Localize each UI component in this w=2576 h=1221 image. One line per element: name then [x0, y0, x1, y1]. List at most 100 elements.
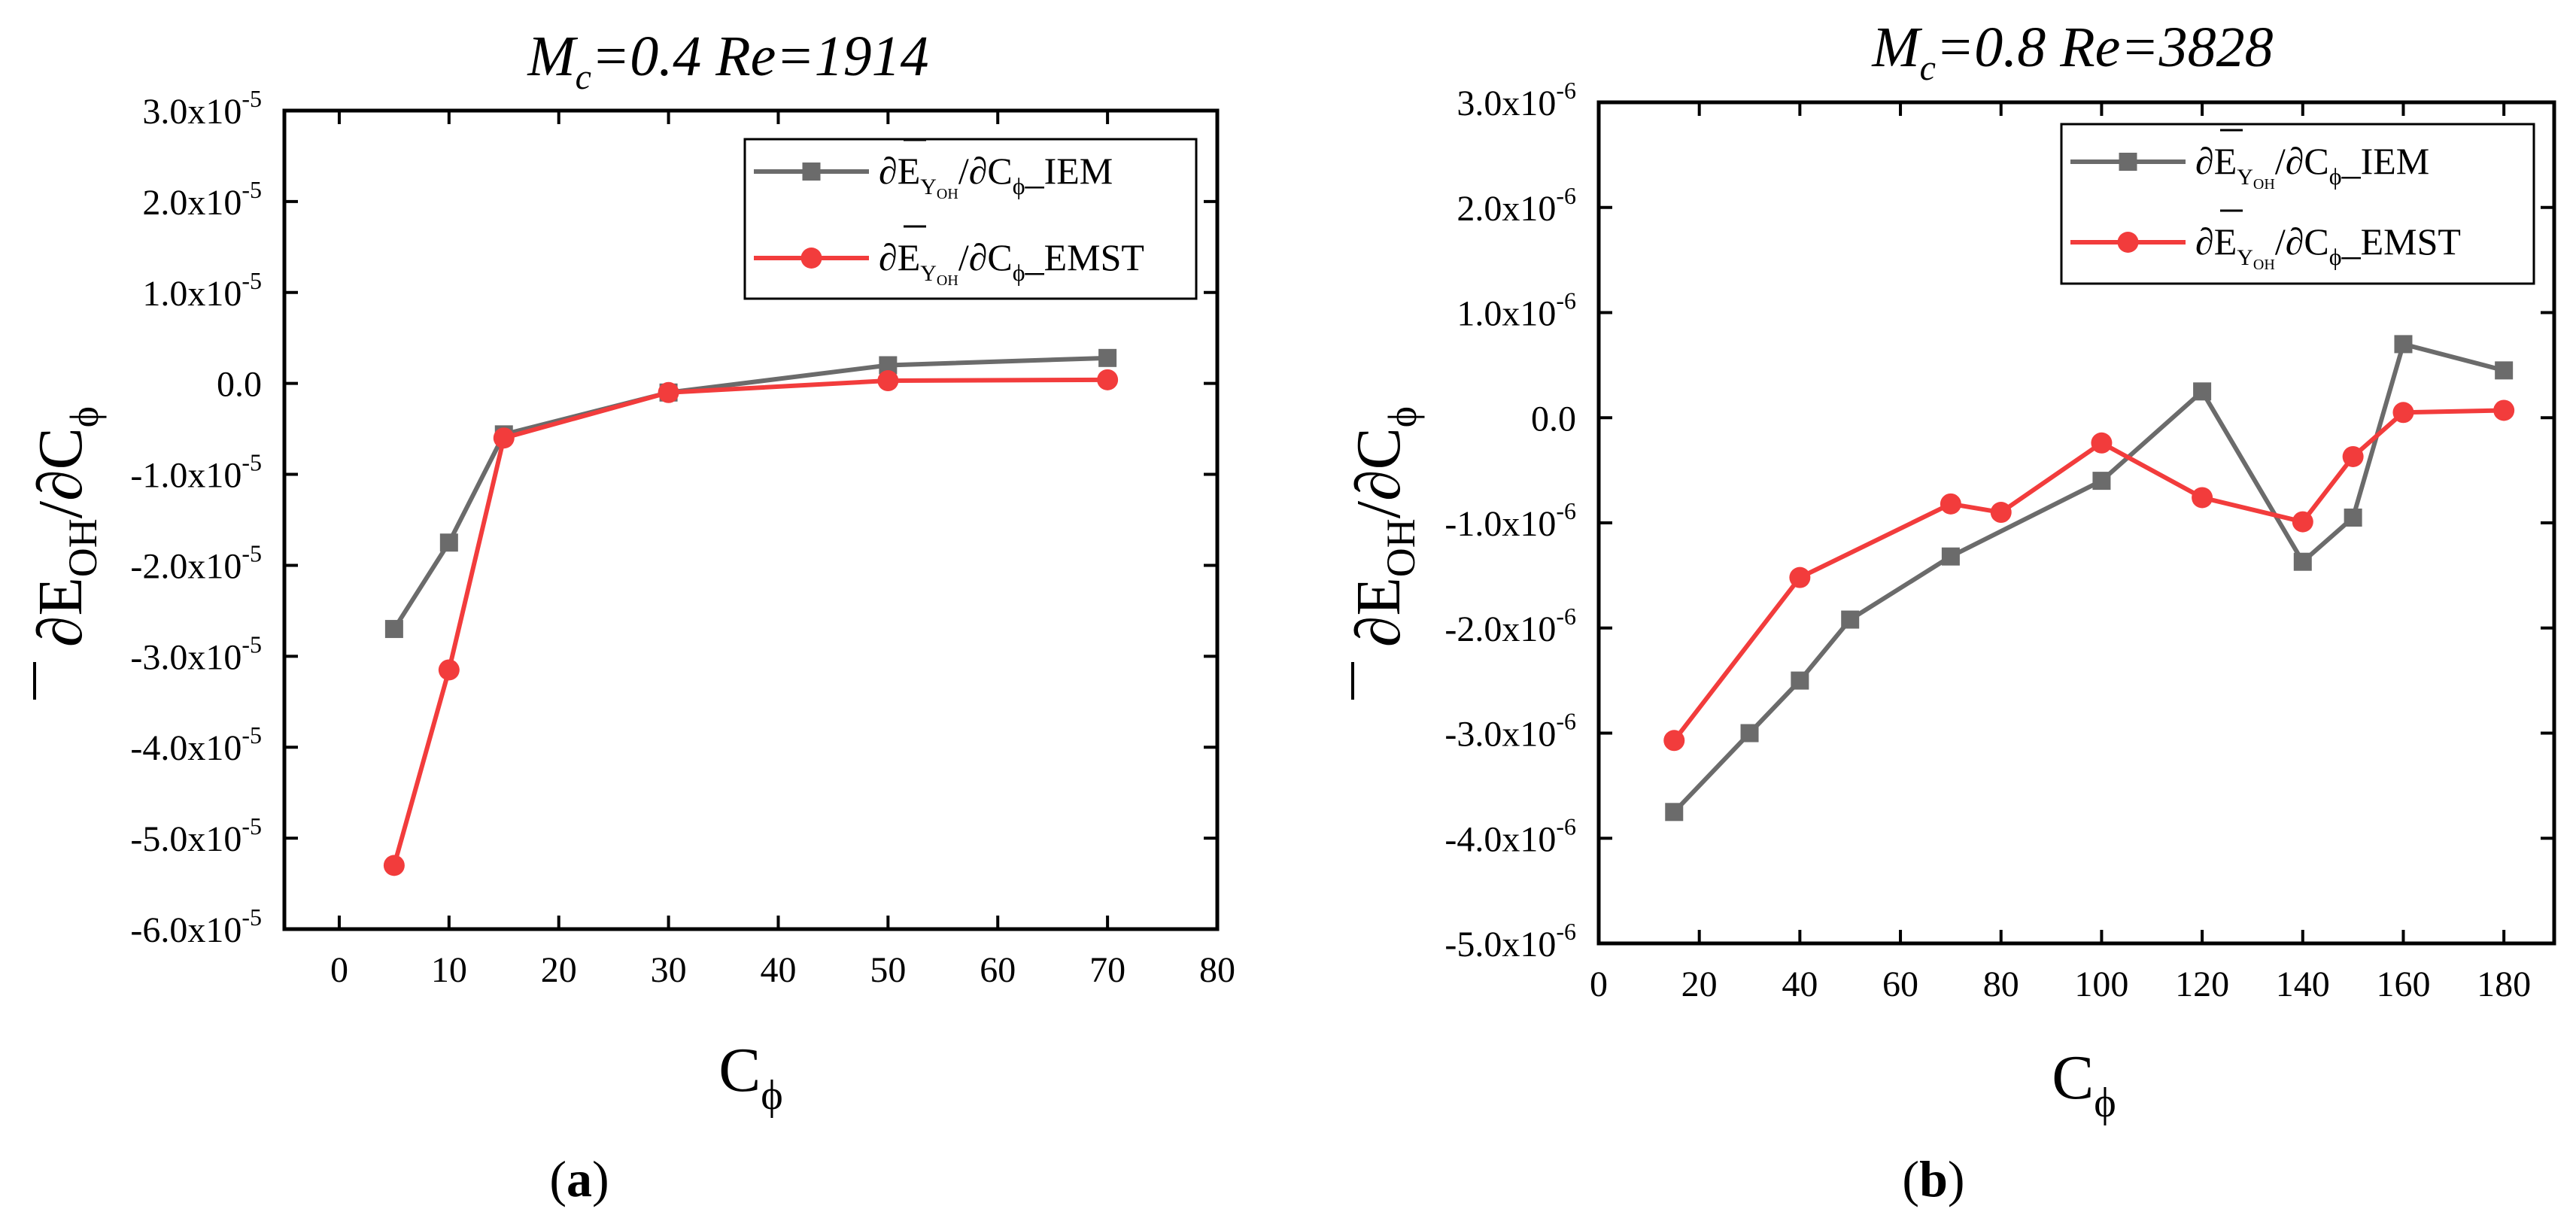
chart-b-legend-marker-iem	[2119, 153, 2137, 171]
chart-b-legend-label-iem: ∂EYOH/∂Cϕ_IEM	[2195, 140, 2429, 193]
chart-b-y-tick-label: -1.0x10-6	[1444, 497, 1576, 544]
y-tick-mantissa: 3.0x10	[1457, 84, 1556, 123]
panel-paren: (	[1902, 1150, 1919, 1207]
legend-part: ∂E	[879, 150, 920, 192]
chart-a-x-tick-label: 60	[980, 950, 1016, 990]
chart-b-x-tick-label: 60	[1882, 964, 1918, 1004]
y-tick-exponent: -6	[1556, 812, 1576, 840]
y-tick-mantissa: -2.0x10	[130, 546, 242, 586]
y-tick-mantissa: -1.0x10	[130, 456, 242, 496]
chart-b-series-emst-line	[1672, 408, 2505, 743]
legend-sub: ϕ	[1013, 259, 1025, 286]
chart-b-x-tick-label: 180	[2477, 964, 2531, 1004]
y-tick-exponent: -5	[242, 449, 262, 476]
chart-b-point-emst	[1663, 730, 1685, 752]
y-label-sub: OH	[60, 518, 105, 577]
chart-a-point-emst	[438, 659, 460, 681]
chart-a-series-iem-line	[392, 355, 1108, 630]
panel-paren: (	[549, 1150, 567, 1207]
legend-part: _EMST	[1025, 236, 1144, 278]
legend-part: /∂C	[958, 150, 1013, 192]
chart-b-x-tick-label: 100	[2074, 964, 2128, 1004]
y-tick-mantissa: 0.0	[1531, 399, 1576, 439]
chart-a-y-axis-label-group: ∂EOH/∂Cϕ	[26, 406, 107, 700]
chart-b-y-tick-label: 3.0x10-6	[1457, 77, 1576, 123]
chart-b-y-tick-label: 0.0	[1531, 399, 1576, 439]
legend-subsub: OH	[937, 186, 958, 202]
legend-part: /∂C	[958, 236, 1013, 278]
chart-b-y-tick-label: 2.0x10-6	[1457, 182, 1576, 229]
chart-a-point-emst	[493, 427, 515, 449]
chart-a-point-emst	[877, 370, 899, 392]
chart-b-point-iem	[1791, 671, 1809, 690]
legend-sub: ϕ	[2329, 162, 2342, 190]
panel-paren: )	[1948, 1150, 1965, 1207]
chart-b-point-emst	[2342, 445, 2364, 467]
y-tick-mantissa: -3.0x10	[1444, 715, 1556, 755]
chart-b-title: Mc=0.8 Re=3828	[1871, 16, 2273, 88]
y-tick-mantissa: -3.0x10	[130, 637, 242, 677]
y-tick-mantissa: 3.0x10	[142, 92, 242, 132]
chart-a-title: Mc=0.4 Re=1914	[527, 25, 928, 97]
chart-b-legend-marker-emst	[2117, 232, 2139, 253]
title-main: M	[527, 25, 578, 88]
chart-a-y-tick-label: -5.0x10-5	[130, 812, 262, 859]
y-tick-exponent: -6	[1556, 287, 1576, 314]
chart-a-x-tick-label: 0	[330, 950, 348, 990]
chart-a-point-emst	[1097, 369, 1119, 390]
legend-part: _EMST	[2341, 220, 2461, 263]
chart-a-point-emst	[658, 381, 679, 403]
y-tick-mantissa: 2.0x10	[142, 183, 242, 223]
y-tick-mantissa: 1.0x10	[142, 274, 242, 314]
chart-b-x-tick-label: 80	[1983, 964, 2019, 1004]
y-tick-mantissa: -6.0x10	[130, 910, 242, 950]
y-tick-exponent: -6	[1556, 497, 1576, 524]
title-main: M	[1871, 16, 1922, 79]
y-tick-mantissa: -4.0x10	[1444, 819, 1556, 859]
legend-sub: Y	[2237, 245, 2253, 270]
chart-b-y-tick-label: -3.0x10-6	[1444, 708, 1576, 755]
chart-a-x-tick-label: 10	[431, 950, 467, 990]
chart-b-x-tick-label: 0	[1590, 964, 1608, 1004]
chart-b-legend-box	[2060, 123, 2535, 285]
chart-b-x-tick-label: 160	[2376, 964, 2430, 1004]
panel-letter: a	[567, 1150, 592, 1207]
chart-b-point-iem	[2193, 382, 2212, 401]
y-tick-mantissa: -4.0x10	[130, 728, 242, 768]
chart-b-legend-label-emst: ∂EYOH/∂Cϕ_EMST	[2195, 220, 2461, 273]
panel-paren: )	[592, 1150, 609, 1207]
chart-b-point-iem	[2495, 361, 2514, 380]
chart-a-y-tick-label: -2.0x10-5	[130, 539, 262, 586]
chart-a-y-tick-label: -6.0x10-5	[130, 904, 262, 950]
y-tick-exponent: -5	[242, 630, 262, 658]
legend-sub: Y	[920, 175, 937, 199]
chart-a-x-tick-label: 80	[1199, 950, 1235, 990]
y-tick-exponent: -6	[1556, 182, 1576, 209]
legend-part: ∂E	[2195, 220, 2237, 263]
chart-b-y-tick-label: -5.0x10-6	[1444, 918, 1576, 964]
y-tick-mantissa: -2.0x10	[1444, 609, 1556, 649]
y-label-main: ∂E	[1344, 577, 1414, 647]
chart-b-point-iem	[2394, 335, 2413, 354]
chart-b-y-tick-label: 1.0x10-6	[1457, 287, 1576, 334]
chart-a-panel-label: (a)	[549, 1150, 609, 1207]
y-label-sub2: ϕ	[62, 406, 107, 427]
legend-part: _IEM	[2341, 140, 2430, 182]
chart-a-x-tick-label: 40	[760, 950, 796, 990]
legend-subsub: OH	[2253, 176, 2275, 193]
chart-b-point-iem	[1841, 610, 1860, 629]
title-rest: =0.4 Re=1914	[591, 25, 929, 88]
y-label-rest: /∂C	[1344, 427, 1414, 518]
chart-a-legend-marker-emst	[800, 248, 822, 269]
y-label-sub2: ϕ	[1380, 406, 1425, 427]
title-sub: c	[1920, 48, 1936, 88]
legend-sub: ϕ	[1013, 172, 1025, 199]
chart-b-point-emst	[2392, 402, 2414, 424]
y-label-sub: OH	[1378, 518, 1423, 577]
chart-a-plot-frame	[282, 108, 1220, 931]
legend-part: ∂E	[879, 236, 920, 278]
title-sub: c	[576, 57, 591, 97]
legend-sub: ϕ	[2329, 243, 2342, 270]
chart-b-y-axis-label: ∂EOH/∂Cϕ	[1344, 406, 1425, 647]
chart-b-x-axis-label: Cϕ	[2052, 1043, 2116, 1126]
